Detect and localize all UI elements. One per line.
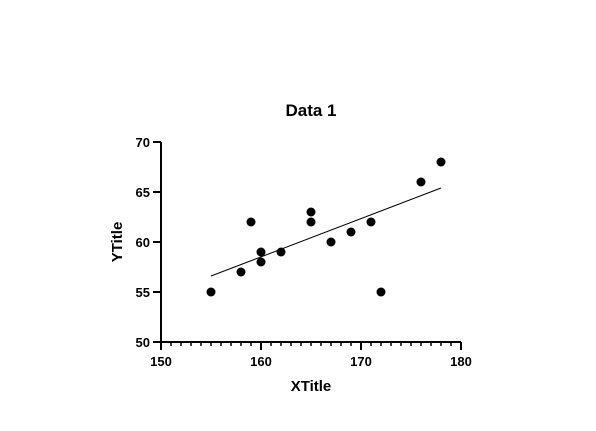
x-axis-label: XTitle	[291, 378, 332, 395]
points-group	[206, 157, 446, 297]
axes: 150 160 170 180 50 55 60 65 70	[136, 135, 472, 369]
y-tick-label: 55	[136, 285, 150, 300]
data-point	[256, 247, 266, 257]
regression-line	[210, 187, 442, 277]
y-tick-label: 70	[136, 135, 150, 150]
data-point	[416, 177, 426, 187]
data-point	[306, 207, 316, 217]
y-tick-label: 50	[136, 335, 150, 350]
data-point	[246, 217, 256, 227]
data-point	[236, 267, 246, 277]
chart-title: Data 1	[285, 101, 336, 120]
data-point	[366, 217, 376, 227]
fit-line-group	[210, 187, 442, 277]
data-point	[276, 247, 286, 257]
x-tick-label: 180	[450, 354, 472, 369]
data-point	[326, 237, 336, 247]
x-tick-label: 160	[250, 354, 272, 369]
x-tick-label: 170	[350, 354, 372, 369]
data-point	[306, 217, 316, 227]
x-tick-label: 150	[150, 354, 172, 369]
y-tick-label: 60	[136, 235, 150, 250]
data-point	[436, 157, 446, 167]
y-axis-label: YTitle	[109, 222, 126, 263]
y-tick-label: 65	[136, 185, 150, 200]
data-point	[346, 227, 356, 237]
data-point	[376, 287, 386, 297]
data-point	[206, 287, 216, 297]
data-point	[256, 257, 266, 267]
